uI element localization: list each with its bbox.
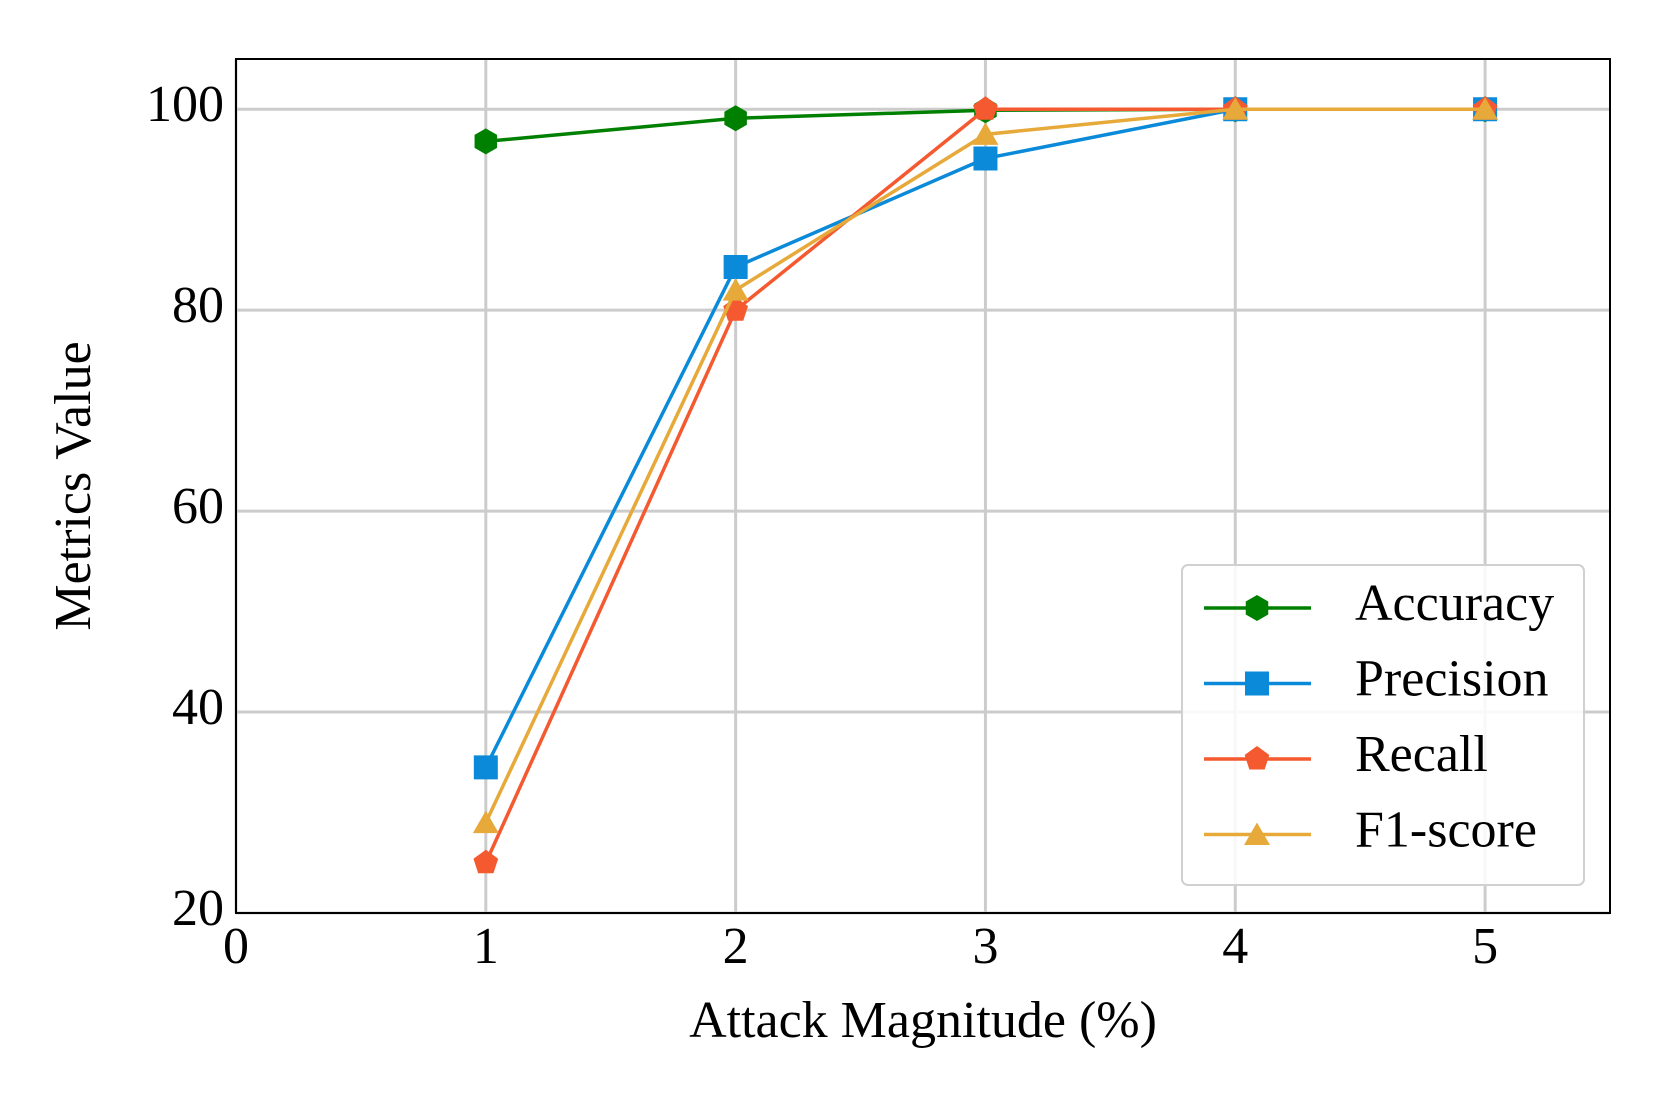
legend-box <box>1181 564 1585 886</box>
legend-label: Precision <box>1355 650 1549 707</box>
plot-frame <box>235 58 1611 914</box>
marker <box>724 105 747 132</box>
x-tick-label: 4 <box>1222 918 1248 975</box>
x-tick-label: 0 <box>223 918 249 975</box>
y-tick-label: 60 <box>172 478 224 535</box>
marker <box>1222 97 1249 120</box>
legend-marker <box>1245 595 1269 621</box>
marker <box>973 146 998 171</box>
y-tick-label: 100 <box>146 76 224 133</box>
x-tick-label: 3 <box>972 918 998 975</box>
y-tick-label: 80 <box>172 277 224 334</box>
x-tick-label: 2 <box>723 918 749 975</box>
marker <box>973 96 998 120</box>
legend-label: Accuracy <box>1355 575 1554 632</box>
legend-marker <box>1245 671 1269 696</box>
legend: Accuracy Precision Recall F1-score <box>1181 564 1585 886</box>
marker <box>472 810 499 834</box>
marker <box>723 254 748 279</box>
x-tick-label: 5 <box>1472 918 1498 975</box>
marker <box>473 849 499 874</box>
y-tick-label: 20 <box>172 880 224 937</box>
legend-label: Recall <box>1355 726 1488 783</box>
legend-marker <box>1244 822 1270 845</box>
y-tick-label: 40 <box>172 679 224 736</box>
marker <box>473 755 498 780</box>
y-axis-label: Metrics Value <box>45 341 102 630</box>
marker <box>972 122 999 145</box>
marker <box>722 278 749 301</box>
x-tick-label: 1 <box>473 918 499 975</box>
marker <box>1472 97 1499 120</box>
x-axis-label: Attack Magnitude (%) <box>689 992 1157 1049</box>
legend-label: F1-score <box>1355 801 1537 858</box>
legend-marker <box>1244 746 1270 770</box>
marker <box>474 128 498 155</box>
